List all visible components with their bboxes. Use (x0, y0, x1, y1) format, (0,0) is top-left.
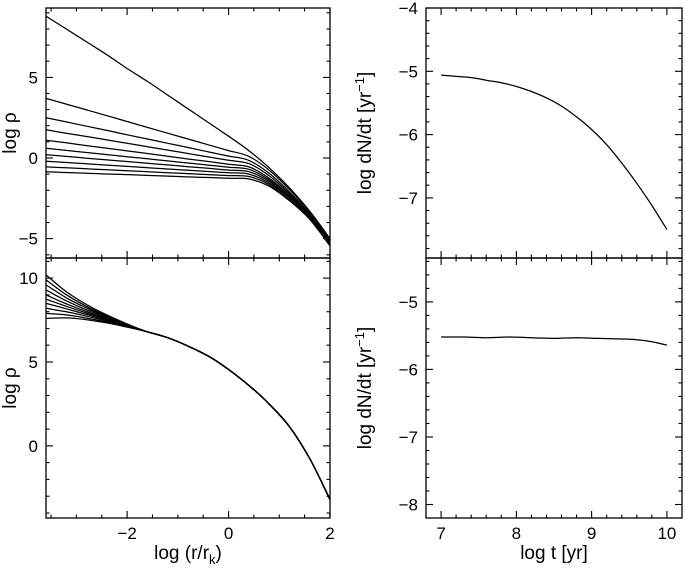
series-profile-5 (46, 294, 330, 500)
series-rate (441, 74, 668, 230)
series-profile-9 (46, 166, 330, 246)
series-profile-4 (46, 289, 330, 500)
y-tick-label: −6 (399, 360, 418, 379)
ylabel-bottom-right: log dN/dt [yr−1] (352, 327, 376, 450)
x-tick-label: 10 (657, 524, 676, 543)
y-tick-label: 5 (29, 353, 38, 372)
y-tick-label: −5 (399, 62, 418, 81)
y-tick-label: −5 (19, 230, 38, 249)
series-profile-1 (46, 15, 330, 239)
x-tick-label: 0 (224, 524, 233, 543)
xlabel-right: log t [yr] (520, 543, 588, 564)
series-profile-8 (46, 307, 330, 500)
ylabel-top-right: log dN/dt [yr−1] (352, 72, 376, 195)
y-tick-label: 5 (29, 68, 38, 87)
panel-top-right: −7 −6 −5 −4 (399, 0, 683, 259)
y-tick-label: 0 (29, 437, 38, 456)
series-profile-6 (46, 298, 330, 500)
xlabel-left: log (r/rk) (154, 543, 222, 567)
series-profile-9 (46, 312, 330, 500)
y-tick-label: −6 (399, 126, 418, 145)
panel-frame (45, 257, 331, 519)
series-profile-7 (46, 302, 330, 500)
series-profile-5 (46, 139, 330, 243)
series-profile-7 (46, 154, 330, 244)
x-tick-label: 9 (587, 524, 596, 543)
y-tick-label: −8 (399, 496, 418, 515)
series-profile-6 (46, 147, 330, 244)
panel-frame (425, 257, 683, 519)
y-tick-label: −4 (399, 0, 418, 18)
tick-marks (426, 258, 682, 518)
x-tick-label: 7 (436, 524, 445, 543)
y-tick-label: 10 (19, 269, 38, 288)
tick-marks (46, 8, 331, 258)
y-tick-label: 0 (29, 149, 38, 168)
series-rate (441, 336, 668, 346)
series-profile-4 (46, 129, 330, 242)
x-tick-label: −2 (117, 524, 136, 543)
ylabel-bottom-left: log ρ (0, 367, 21, 409)
x-tick-label: 8 (512, 524, 521, 543)
tick-marks (46, 258, 331, 518)
panel-frame (425, 7, 683, 259)
series-profile-3 (46, 117, 330, 241)
y-tick-label: −7 (399, 428, 418, 447)
panel-bottom-left: −2 0 2 0 5 10 (19, 257, 335, 543)
series-profile-8 (46, 160, 330, 245)
x-tick-label: 2 (325, 524, 334, 543)
series-profile-10 (46, 317, 330, 500)
y-tick-label: −7 (399, 189, 418, 208)
panel-bottom-right: 7 8 9 10 −8 −7 −6 −5 (399, 257, 683, 543)
series-profile-2 (46, 97, 330, 240)
ylabel-top-left: log ρ (0, 112, 21, 154)
panel-frame (45, 7, 331, 259)
y-tick-label: −5 (399, 293, 418, 312)
series-profile-10 (46, 171, 330, 247)
panel-top-left: −5 0 5 (19, 7, 331, 259)
tick-marks (426, 7, 682, 258)
